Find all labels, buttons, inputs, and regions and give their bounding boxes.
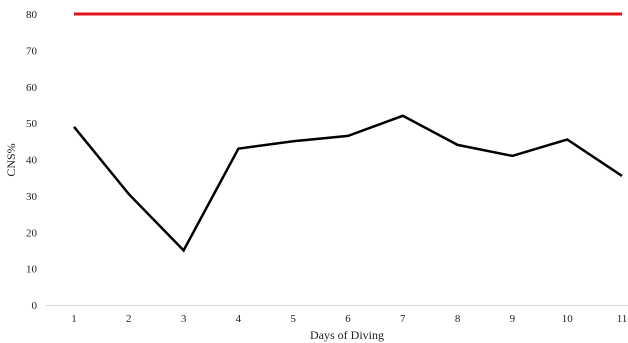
x-tick-label: 8 xyxy=(455,313,461,325)
x-axis: 1 2 3 4 5 6 7 8 9 10 11 xyxy=(46,305,628,325)
x-tick-label: 6 xyxy=(345,313,351,325)
series-line xyxy=(73,114,623,253)
y-tick-label: 0 xyxy=(32,300,38,312)
y-axis-title: CNS% xyxy=(4,143,18,176)
y-axis: 0 10 20 30 40 50 60 70 80 xyxy=(26,9,38,312)
y-tick-label: 60 xyxy=(26,82,38,94)
x-tick-label: 2 xyxy=(126,313,132,325)
x-tick-label: 11 xyxy=(617,313,628,325)
series-group xyxy=(73,12,623,253)
x-tick-label: 4 xyxy=(236,313,242,325)
x-axis-title: Days of Diving xyxy=(310,328,384,342)
y-tick-label: 10 xyxy=(26,264,38,276)
x-tick-label: 10 xyxy=(562,313,574,325)
y-tick-label: 80 xyxy=(26,9,38,21)
y-tick-label: 30 xyxy=(26,191,38,203)
x-tick-label: 5 xyxy=(290,313,296,325)
x-tick-label: 3 xyxy=(181,313,187,325)
y-tick-label: 50 xyxy=(26,118,38,130)
y-tick-label: 20 xyxy=(26,227,38,239)
y-tick-label: 40 xyxy=(26,155,38,167)
x-tick-label: 7 xyxy=(400,313,406,325)
x-tick-label: 1 xyxy=(71,313,77,325)
x-tick-label: 9 xyxy=(510,313,516,325)
y-tick-label: 70 xyxy=(26,45,38,57)
